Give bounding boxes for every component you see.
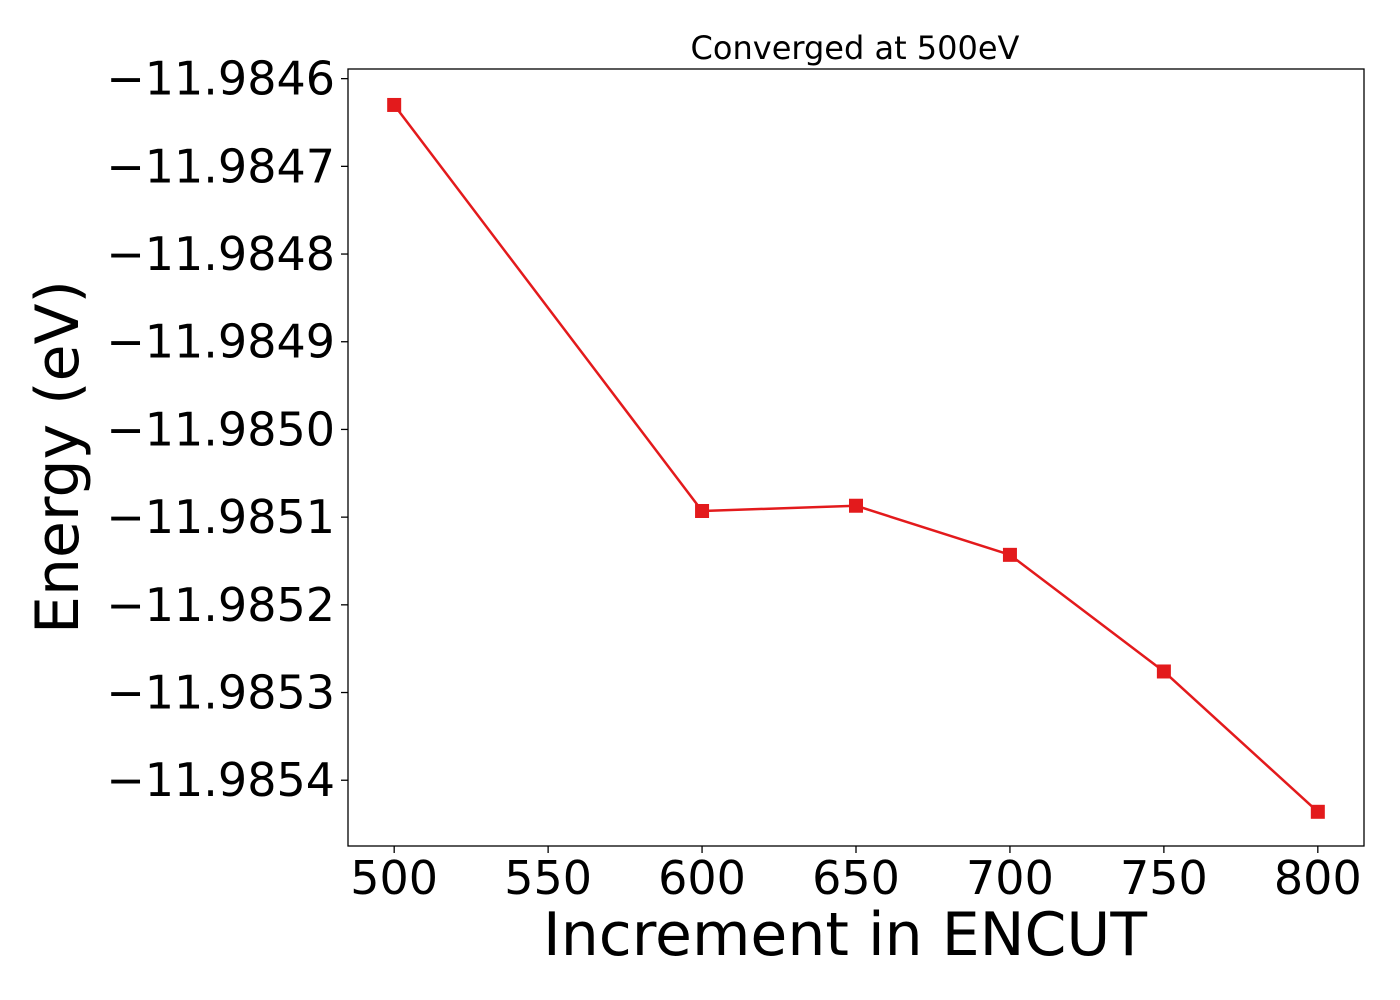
plot-area [387,97,1325,819]
x-tick-label: 500 [350,851,438,905]
series-markers [387,97,1325,819]
y-tick-label: −11.9849 [106,315,335,369]
y-tick-label: −11.9852 [106,578,335,632]
y-tick-label: −11.9850 [106,402,335,456]
y-axis-label: Energy (eV) [23,280,93,634]
x-axis-label: Increment in ENCUT [543,900,1147,970]
data-point-marker [1310,804,1325,819]
y-tick-label: −11.9854 [106,753,335,807]
x-tick-label: 800 [1274,851,1362,905]
x-tick-label: 650 [812,851,900,905]
y-tick-label: −11.9847 [106,139,335,193]
data-point-marker [387,97,402,112]
chart-title: Converged at 500eV [691,29,1020,67]
x-tick-label: 700 [966,851,1054,905]
y-tick-label: −11.9853 [106,666,335,720]
plot-frame [347,68,1365,847]
x-tick-label: 750 [1120,851,1208,905]
x-tick-label: 550 [504,851,592,905]
x-tick-label: 600 [658,851,746,905]
data-point-marker [1002,547,1017,562]
series-line [393,104,1319,813]
y-tick-label: −11.9846 [106,52,335,106]
y-tick-label: −11.9851 [106,490,335,544]
x-axis-ticks: 500 550 600 650 700 750 800 [350,846,1362,905]
data-point-marker [849,498,863,513]
data-point-marker [695,503,710,518]
data-point-marker [1156,664,1171,679]
y-tick-label: −11.9848 [106,227,335,281]
y-axis-ticks: −11.9846 −11.9847 −11.9848 −11.9849 −11.9850… [106,52,348,807]
